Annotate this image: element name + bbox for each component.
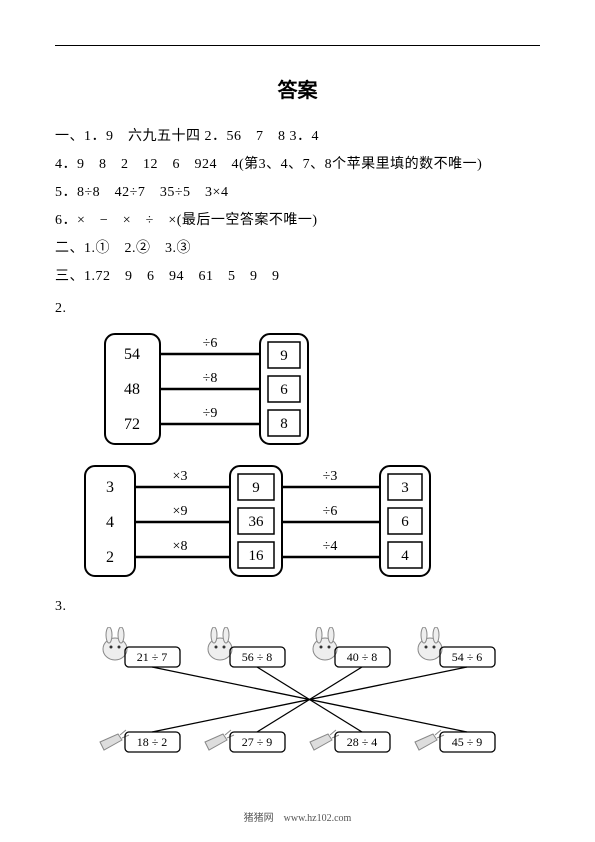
diagram1-svg: 54 48 72 ÷6 ÷8 ÷9 9 6 8 bbox=[95, 329, 325, 449]
diagram2-svg: 3 4 2 ×3 ×9 ×8 9 36 16 ÷3 ÷6 ÷4 bbox=[80, 461, 450, 581]
footer-text: 猪猪网 www.hz102.com bbox=[0, 809, 595, 824]
d2-op1-2: ×8 bbox=[173, 539, 188, 554]
d2-r-2: 4 bbox=[401, 548, 409, 564]
diagram-3: 21 ÷ 7 56 ÷ 8 bbox=[80, 627, 540, 777]
carrot-group-0: 18 ÷ 2 bbox=[100, 730, 180, 752]
d2-r-0: 3 bbox=[401, 480, 409, 496]
d1-right-2: 8 bbox=[280, 416, 288, 432]
d1-left-2: 72 bbox=[124, 416, 140, 433]
d2-op1-0: ×3 bbox=[173, 469, 188, 484]
d3-rab-3: 54 ÷ 6 bbox=[452, 650, 483, 664]
diagram-2: 3 4 2 ×3 ×9 ×8 9 36 16 ÷3 ÷6 ÷4 bbox=[80, 461, 540, 581]
d1-op-1: ÷8 bbox=[203, 371, 218, 386]
d2-r-1: 6 bbox=[401, 514, 409, 530]
answer-line-4: 6．× − × ÷ ×(最后一空答案不唯一) bbox=[55, 207, 540, 235]
d3-rab-2: 40 ÷ 8 bbox=[347, 650, 378, 664]
carrot-group-2: 28 ÷ 4 bbox=[310, 730, 390, 752]
diagram3-svg: 21 ÷ 7 56 ÷ 8 bbox=[80, 627, 510, 777]
d3-car-3: 45 ÷ 9 bbox=[452, 735, 483, 749]
d2-m-1: 36 bbox=[249, 514, 265, 530]
d2-op2-2: ÷4 bbox=[323, 539, 338, 554]
label-2: 2. bbox=[55, 295, 540, 323]
carrot-group-3: 45 ÷ 9 bbox=[415, 730, 495, 752]
d2-op1-1: ×9 bbox=[173, 504, 188, 519]
answer-line-2: 4．9 8 2 12 6 924 4(第3、4、7、8个苹果里填的数不唯一) bbox=[55, 151, 540, 179]
d2-op2-0: ÷3 bbox=[323, 469, 338, 484]
d2-l-1: 4 bbox=[106, 514, 114, 531]
d1-right-1: 6 bbox=[280, 382, 288, 398]
d3-rab-0: 21 ÷ 7 bbox=[137, 650, 168, 664]
d2-l-0: 3 bbox=[106, 479, 114, 496]
rabbit-group-0: 21 ÷ 7 bbox=[103, 627, 180, 667]
answer-line-5: 二、1.① 2.② 3.③ bbox=[55, 235, 540, 263]
answer-line-6: 三、1.72 9 6 94 61 5 9 9 bbox=[55, 263, 540, 291]
rabbit-group-1: 56 ÷ 8 bbox=[208, 627, 285, 667]
d1-op-0: ÷6 bbox=[203, 336, 218, 351]
d2-m-0: 9 bbox=[252, 480, 260, 496]
d2-m-2: 16 bbox=[249, 548, 265, 564]
d3-car-2: 28 ÷ 4 bbox=[347, 735, 378, 749]
rabbit-group-2: 40 ÷ 8 bbox=[313, 627, 390, 667]
d1-left-0: 54 bbox=[124, 346, 140, 363]
d3-car-0: 18 ÷ 2 bbox=[137, 735, 168, 749]
d3-car-1: 27 ÷ 9 bbox=[242, 735, 273, 749]
carrot-group-1: 27 ÷ 9 bbox=[205, 730, 285, 752]
rabbit-group-3: 54 ÷ 6 bbox=[418, 627, 495, 667]
d1-left-1: 48 bbox=[124, 381, 140, 398]
answer-line-1: 一、1．9 六九五十四 2．56 7 8 3．4 bbox=[55, 123, 540, 151]
label-3: 3. bbox=[55, 593, 540, 621]
d3-rab-1: 56 ÷ 8 bbox=[242, 650, 273, 664]
answer-line-3: 5．8÷8 42÷7 35÷5 3×4 bbox=[55, 179, 540, 207]
top-rule bbox=[55, 45, 540, 46]
page-title: 答案 bbox=[55, 74, 540, 103]
d2-op2-1: ÷6 bbox=[323, 504, 338, 519]
d1-op-2: ÷9 bbox=[203, 406, 218, 421]
d1-right-0: 9 bbox=[280, 348, 288, 364]
d2-l-2: 2 bbox=[106, 549, 114, 566]
diagram-1: 54 48 72 ÷6 ÷8 ÷9 9 6 8 bbox=[95, 329, 540, 449]
